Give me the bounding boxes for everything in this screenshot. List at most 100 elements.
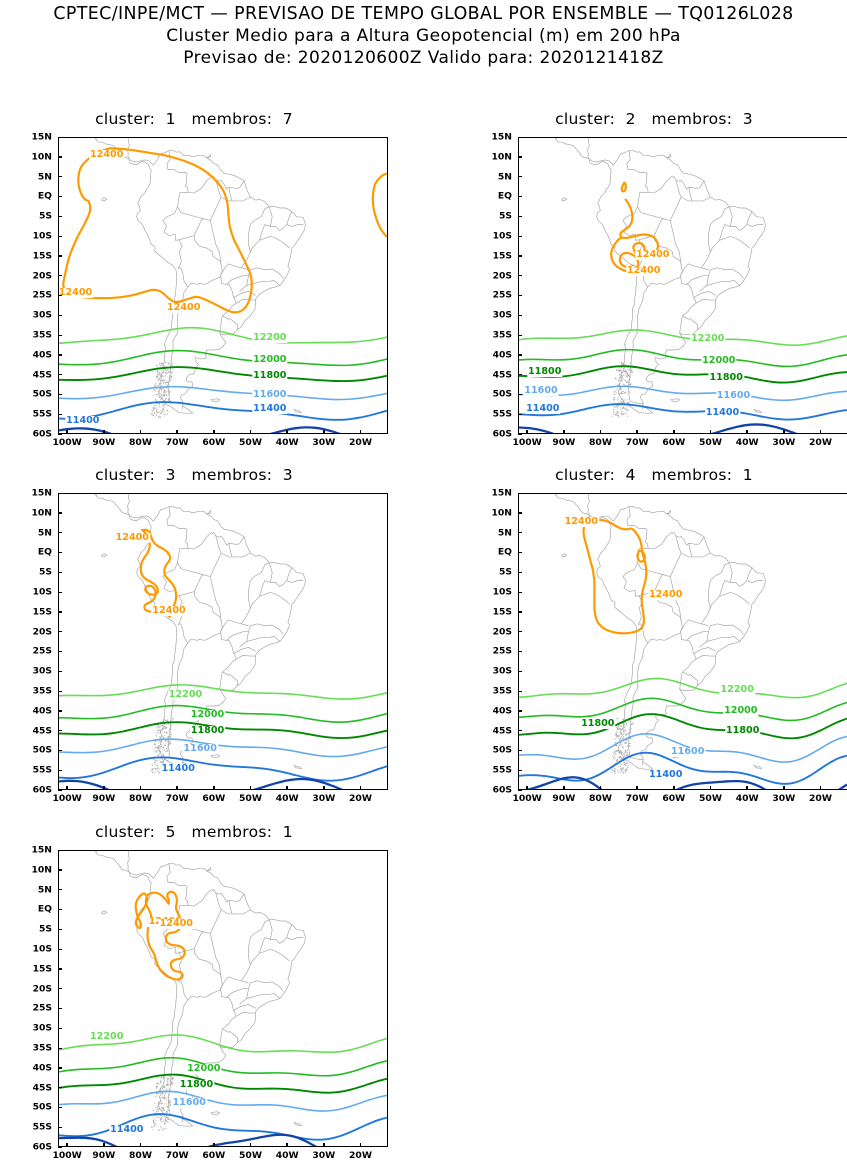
y-axis-tick-mark (58, 512, 62, 514)
y-axis-tick-label: 45S (32, 725, 52, 737)
y-axis-tick-label: 45S (492, 725, 512, 737)
x-axis-tick-mark (636, 430, 638, 434)
y-axis-tick-label: 35S (492, 685, 512, 697)
y-axis-tick-label: 60S (32, 1141, 52, 1153)
x-axis-tick-label: 30W (312, 436, 336, 448)
y-axis-tick-label: 10S (492, 586, 512, 598)
y-axis-tick-mark (518, 710, 522, 712)
x-axis-tick-mark (563, 430, 565, 434)
y-axis-tick-mark (58, 908, 62, 911)
x-axis-tick-mark (599, 786, 602, 790)
x-axis-tick-label: 90W (92, 436, 116, 448)
contour-label-12400: 12400 (625, 264, 662, 276)
x-axis-tick-label: 30W (312, 1149, 336, 1161)
contour-11600 (519, 732, 847, 763)
contour-12400 (619, 198, 660, 258)
y-axis-tick-mark (518, 789, 522, 791)
y-axis-tick-label: 20S (32, 270, 52, 282)
contour-12400 (582, 518, 648, 635)
x-axis-tick-mark (103, 1143, 105, 1147)
y-axis-tick-mark (518, 255, 522, 257)
contour-label-12200: 12200 (88, 1031, 125, 1043)
contour-12000 (519, 697, 847, 722)
contour-12200 (59, 326, 387, 345)
x-axis-tick-label: 30W (312, 792, 336, 804)
contour-label-11400: 11400 (109, 1124, 145, 1136)
x-axis-tick-mark (323, 1143, 325, 1147)
y-axis-tick-mark (58, 195, 62, 198)
contour-label-12400: 12400 (88, 149, 125, 161)
contour-12400 (610, 236, 640, 273)
y-axis-tick-mark (518, 235, 522, 237)
contour-12400 (139, 528, 178, 618)
x-axis-tick-mark (746, 430, 748, 434)
contour-11200 (519, 423, 798, 433)
y-axis-tick-label: 5N (37, 171, 52, 183)
y-axis-tick-mark (58, 354, 62, 356)
x-axis-tick-label: 100W (512, 436, 542, 448)
contour-label-11800: 11800 (252, 369, 288, 381)
x-axis-tick-label: 70W (165, 792, 189, 804)
x-axis-tick-label: 20W (809, 436, 832, 448)
contour-label-11800: 11800 (526, 365, 563, 377)
y-axis-tick-label: 50S (492, 388, 512, 400)
contour-label-12000: 12000 (189, 709, 226, 720)
y-axis-tick-label: 5S (38, 210, 52, 222)
y-axis-tick-mark (58, 690, 62, 692)
contour-label-11400: 11400 (704, 407, 741, 419)
contour-11200 (59, 426, 341, 433)
panel-title-cluster-1: cluster: 1 membros: 7 (95, 110, 293, 128)
contour-11800 (59, 1073, 387, 1094)
contour-map-cluster-1 (59, 138, 387, 433)
contour-label-12400: 12400 (151, 604, 187, 616)
x-axis-tick-mark (599, 430, 602, 434)
contour-lines-cluster-3 (59, 684, 387, 789)
coastline-layer (94, 138, 306, 414)
y-axis-tick-mark (58, 591, 62, 593)
x-axis-tick-label: 70W (625, 792, 649, 804)
contour-label-12400: 12400 (647, 589, 684, 600)
contour-lines-cluster-1 (59, 326, 387, 433)
y-axis-tick-mark (518, 334, 522, 336)
y-axis-tick-label: 15N (491, 131, 512, 143)
y-axis-tick-mark (58, 275, 62, 277)
contour-lines-cluster-4 (519, 677, 847, 789)
contour-label-12400: 12400 (563, 515, 599, 527)
y-axis-tick-label: EQ (497, 546, 512, 558)
y-axis-tick-label: 55S (32, 1121, 52, 1133)
x-axis-tick-label: 90W (92, 792, 116, 804)
y-axis-tick-mark (58, 136, 62, 138)
chart-title-block: CPTEC/INPE/MCT — PREVISAO DE TEMPO GLOBA… (0, 0, 847, 69)
y-axis-tick-mark (58, 968, 62, 970)
contour-11800 (519, 713, 847, 740)
x-axis-tick-mark (66, 786, 68, 790)
x-axis-tick-label: 40W (275, 792, 299, 804)
y-axis-tick-label: 15S (492, 606, 512, 618)
y-axis-tick-mark (58, 730, 62, 732)
y-axis-tick-label: 10S (32, 586, 52, 598)
y-axis-tick-mark (58, 1027, 62, 1030)
x-axis-tick-mark (213, 1143, 215, 1147)
y-axis-tick-mark (518, 670, 522, 673)
y-axis-tick-mark (58, 571, 62, 574)
y-axis-tick-label: 10N (31, 864, 52, 876)
contour-label-11600: 11600 (171, 1096, 207, 1108)
x-axis-tick-mark (213, 786, 215, 790)
y-axis-tick-label: 25S (492, 645, 512, 657)
y-axis-tick-mark (58, 255, 62, 257)
contour-lines-cluster-5 (59, 1034, 387, 1146)
y-axis-tick-mark (518, 650, 522, 653)
plot-area-cluster-3: 12400 12400 12200 12000 11800 11600 11400 (58, 493, 388, 790)
y-axis-tick-mark (518, 512, 522, 514)
y-axis-tick-mark (518, 176, 522, 178)
x-axis-tick-label: 60W (202, 436, 226, 448)
panel-title-cluster-4: cluster: 4 membros: 1 (555, 466, 753, 484)
contour-lines-cluster-2 (519, 329, 847, 433)
y-axis-tick-mark (58, 413, 62, 416)
contour-label-11400: 11400 (65, 415, 101, 427)
x-axis-tick-label: 30W (772, 436, 796, 448)
contour-11200 (59, 1133, 317, 1146)
x-axis-tick-label: 80W (589, 436, 612, 448)
x-axis-tick-mark (139, 430, 142, 434)
y-axis-tick-label: 45S (32, 369, 52, 381)
